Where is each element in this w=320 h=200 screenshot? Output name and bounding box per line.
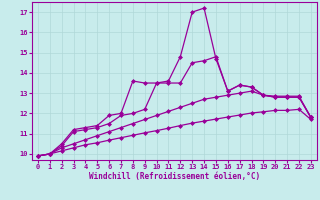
X-axis label: Windchill (Refroidissement éolien,°C): Windchill (Refroidissement éolien,°C)	[89, 172, 260, 181]
